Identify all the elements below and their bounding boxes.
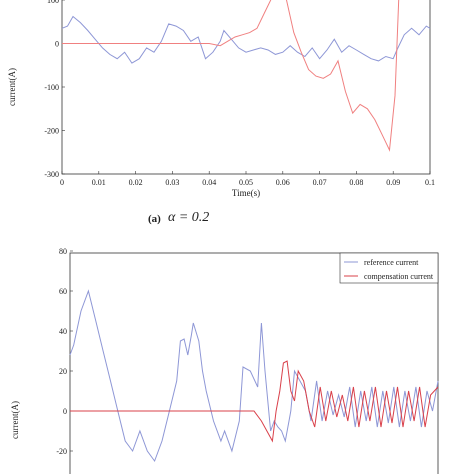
chart-a-frame (61, 0, 431, 175)
x-tick-label: 0.1 (425, 178, 435, 187)
y-tick-label: 100 (47, 0, 59, 5)
chart-b-y-axis-label: current(A) (10, 401, 20, 439)
y-tick-label: 0 (55, 40, 59, 49)
chart-b: -20 0 20 40 60 80 current(A) reference curren… (10, 247, 439, 474)
chart-b-legend: reference current compensation current (339, 252, 439, 284)
x-tick-label: 0.05 (239, 178, 253, 187)
x-tick-label: 0.02 (129, 178, 143, 187)
chart-a-y-axis-label: current(A) (7, 68, 17, 106)
legend-label-compensation-current: compensation current (364, 272, 434, 281)
chart-b-frame (69, 252, 439, 474)
y-tick-label: -200 (44, 127, 59, 136)
x-tick-label: 0.08 (349, 178, 363, 187)
y-tick-label: 20 (59, 367, 67, 376)
chart-a-caption-label: (a) (148, 213, 161, 225)
y-tick-label: -300 (44, 170, 59, 179)
x-tick-label: 0.04 (202, 178, 216, 187)
x-tick-label: 0.09 (386, 178, 400, 187)
chart-a-caption-equation: α = 0.2 (168, 210, 209, 225)
y-tick-label: 0 (63, 407, 67, 416)
series-line-1 (70, 360, 439, 443)
chart-a-lines (61, 0, 431, 152)
chart-a-ticks: 0 0.01 0.02 0.03 0.04 0.05 0.06 0.07 0.08 0.09 0.1… (44, 0, 435, 187)
y-tick-label: 60 (59, 287, 67, 296)
chart-a-x-axis-label: Time(s) (232, 188, 260, 198)
y-tick-label: -20 (56, 447, 67, 456)
x-tick-label: 0.07 (313, 178, 327, 187)
legend-box (339, 252, 439, 284)
y-tick-label: 80 (59, 247, 67, 256)
chart-b-lines (69, 289, 439, 463)
x-tick-label: 0.03 (165, 178, 179, 187)
legend-label-reference-current: reference current (364, 258, 419, 267)
series-line-0 (69, 289, 439, 463)
x-tick-label: 0.01 (92, 178, 106, 187)
chart-b-ticks: -20 0 20 40 60 80 (56, 247, 73, 456)
series-line-0 (61, 15, 431, 64)
x-tick-label: 0.06 (276, 178, 290, 187)
y-tick-label: 40 (59, 327, 67, 336)
x-tick-label: 0 (60, 178, 64, 187)
y-tick-label: -100 (44, 83, 59, 92)
chart-a: 0 0.01 0.02 0.03 0.04 0.05 0.06 0.07 0.08 0.09 0.1… (7, 0, 435, 225)
series-line-1 (62, 0, 400, 152)
